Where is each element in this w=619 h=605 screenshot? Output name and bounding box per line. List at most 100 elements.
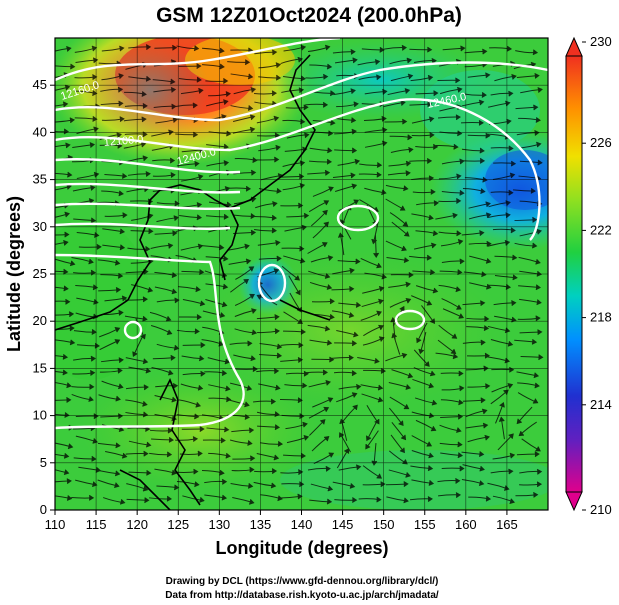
streamline-arrow bbox=[374, 59, 381, 65]
streamline-arrow bbox=[478, 480, 485, 487]
streamline-arrow bbox=[426, 300, 433, 306]
streamline-arrow bbox=[327, 485, 334, 492]
streamline-arrow bbox=[402, 118, 408, 125]
streamline-arrow bbox=[485, 212, 492, 219]
streamline-arrow bbox=[303, 212, 310, 219]
streamline-arrow bbox=[114, 470, 121, 477]
streamline-arrow bbox=[537, 159, 543, 166]
streamline-arrow bbox=[91, 455, 97, 462]
streamline-arrow bbox=[251, 329, 258, 336]
streamline-arrow bbox=[297, 357, 304, 363]
streamline-arrow bbox=[508, 468, 514, 475]
streamline-arrow bbox=[297, 56, 304, 63]
streamline-arrow bbox=[329, 90, 336, 97]
streamline-arrow bbox=[270, 482, 277, 489]
streamline-arrow bbox=[92, 90, 98, 97]
streamline-arrow bbox=[535, 315, 541, 322]
streamline-arrow bbox=[115, 395, 121, 402]
streamline-arrow bbox=[89, 383, 95, 390]
streamline-arrow bbox=[143, 384, 149, 391]
streamline-arrow bbox=[196, 76, 202, 83]
streamline-arrow bbox=[115, 286, 122, 293]
colorbar-tick-label: 226 bbox=[590, 135, 612, 150]
streamline-arrow bbox=[538, 354, 544, 361]
streamline-arrow bbox=[67, 171, 73, 178]
streamline-arrow bbox=[426, 254, 433, 261]
streamline-arrow bbox=[295, 289, 301, 296]
streamline-arrow bbox=[88, 198, 95, 204]
streamline-arrow bbox=[63, 452, 70, 459]
streamline-arrow bbox=[535, 446, 541, 452]
streamline-arrow bbox=[533, 372, 540, 379]
streamline-arrow bbox=[427, 496, 433, 502]
streamline-arrow bbox=[249, 126, 256, 133]
streamline-arrow bbox=[482, 422, 489, 429]
y-axis-label: Latitude (degrees) bbox=[4, 196, 24, 352]
colorbar-tick-label: 210 bbox=[590, 502, 612, 517]
streamline-arrow bbox=[508, 433, 514, 439]
streamline-arrow bbox=[450, 348, 457, 354]
streamline-arrow bbox=[351, 147, 358, 154]
streamline-arrow bbox=[275, 74, 282, 81]
streamline-arrow bbox=[531, 242, 538, 249]
streamline-arrow bbox=[453, 143, 459, 150]
streamline-arrow bbox=[247, 440, 253, 446]
streamline-arrow bbox=[271, 227, 277, 234]
streamline-arrow bbox=[457, 130, 463, 137]
streamline-arrow bbox=[455, 114, 461, 121]
streamline-arrow bbox=[479, 157, 486, 164]
streamline-arrow bbox=[171, 396, 177, 403]
streamline-arrow bbox=[166, 495, 172, 502]
streamline-arrow bbox=[144, 497, 150, 504]
streamline-arrow bbox=[351, 340, 358, 347]
streamline-arrow bbox=[429, 370, 436, 377]
streamline-arrow bbox=[64, 211, 70, 218]
streamline-arrow bbox=[244, 401, 250, 408]
streamline-arrow bbox=[194, 413, 200, 420]
streamline-arrow bbox=[352, 497, 358, 503]
streamline-arrow bbox=[350, 48, 356, 55]
streamline-arrow bbox=[114, 327, 121, 333]
streamline-arrow bbox=[88, 396, 94, 402]
streamline-arrow bbox=[535, 258, 541, 265]
streamline-arrow bbox=[117, 367, 123, 374]
streamline-arrow bbox=[276, 188, 282, 194]
streamline-arrow bbox=[252, 366, 258, 372]
streamline-arrow bbox=[456, 173, 462, 180]
streamline-arrow bbox=[247, 340, 253, 347]
streamline-arrow bbox=[66, 397, 72, 403]
streamline-arrow bbox=[322, 242, 328, 248]
streamline-arrow bbox=[401, 245, 407, 252]
streamline-arrow bbox=[66, 382, 72, 389]
streamline-arrow bbox=[404, 231, 410, 237]
streamline-arrow bbox=[224, 358, 231, 365]
streamline-arrow bbox=[195, 286, 201, 293]
streamline-arrow bbox=[67, 443, 74, 450]
y-tick-label: 0 bbox=[40, 502, 47, 517]
streamline-arrow bbox=[377, 396, 384, 403]
streamline-arrow bbox=[273, 454, 280, 461]
streamline-arrow bbox=[327, 147, 333, 154]
streamline-arrow bbox=[330, 119, 336, 126]
streamline-arrow bbox=[192, 436, 199, 442]
streamline-arrow bbox=[403, 497, 409, 504]
streamline-arrow bbox=[114, 482, 120, 489]
streamline-arrow bbox=[534, 72, 540, 79]
streamline-arrow bbox=[348, 312, 355, 318]
streamline-arrow bbox=[91, 481, 98, 488]
streamline-arrow bbox=[478, 119, 484, 126]
streamline-arrow bbox=[303, 104, 309, 111]
streamline-arrow bbox=[431, 57, 437, 64]
chart-title: GSM 12Z01Oct2024 (200.0hPa) bbox=[156, 4, 462, 27]
streamline-arrow bbox=[324, 169, 331, 176]
streamline-arrow bbox=[303, 370, 309, 377]
streamline-arrow bbox=[298, 202, 304, 209]
streamline-arrow bbox=[118, 426, 125, 432]
streamline-arrow bbox=[69, 260, 76, 267]
streamline-arrow bbox=[351, 183, 358, 190]
streamline-arrow bbox=[532, 216, 538, 223]
streamline-arrow bbox=[222, 283, 229, 290]
streamline-arrow bbox=[428, 116, 435, 123]
colorbar-tick-label: 230 bbox=[590, 34, 612, 49]
streamline-arrow bbox=[327, 130, 334, 137]
